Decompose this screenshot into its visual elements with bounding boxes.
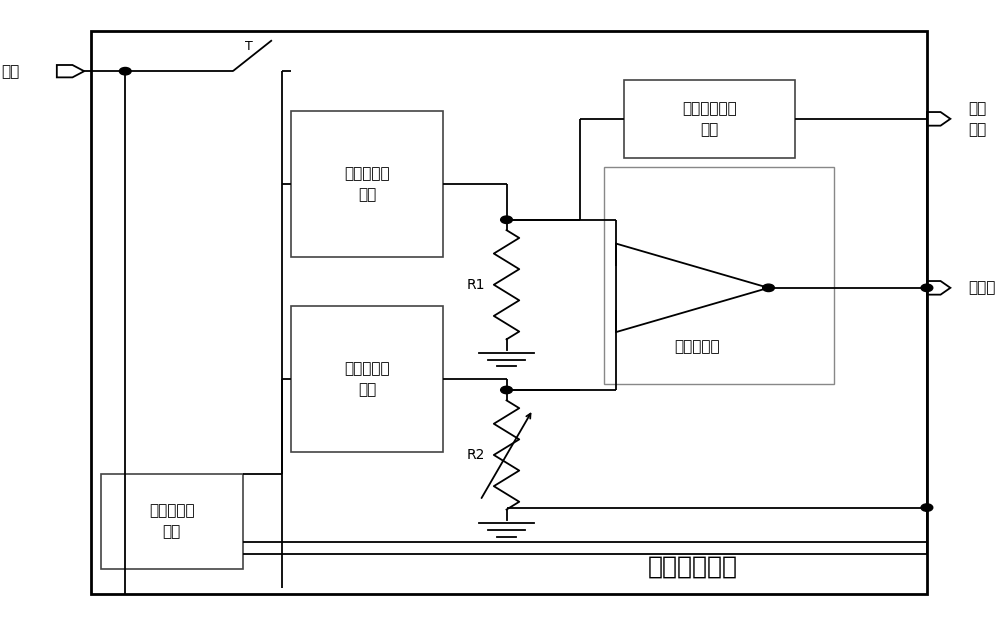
Bar: [101, 474, 243, 569]
Text: 正负温度判断
模块: 正负温度判断 模块: [682, 101, 737, 137]
Circle shape: [501, 386, 512, 394]
Text: 温度值: 温度值: [968, 280, 995, 295]
Bar: [291, 111, 443, 257]
Bar: [604, 167, 834, 384]
Bar: [624, 80, 795, 158]
Text: R1: R1: [467, 278, 485, 292]
Circle shape: [501, 216, 512, 223]
Text: 温度传感系统: 温度传感系统: [648, 555, 738, 579]
Circle shape: [119, 67, 131, 75]
Circle shape: [921, 284, 933, 292]
Text: 模数转换器: 模数转换器: [674, 339, 720, 354]
Text: R2: R2: [467, 448, 485, 462]
Text: T: T: [245, 40, 253, 53]
Bar: [291, 306, 443, 452]
Circle shape: [921, 504, 933, 511]
Text: 低频时钟产
生器: 低频时钟产 生器: [149, 503, 195, 540]
Circle shape: [763, 284, 774, 292]
Text: 电平
信号: 电平 信号: [968, 101, 986, 137]
Bar: [91, 31, 927, 594]
Text: 第二电流产
生器: 第二电流产 生器: [344, 361, 390, 397]
Text: 第一电流产
生器: 第一电流产 生器: [344, 166, 390, 202]
Text: 电源: 电源: [1, 64, 20, 79]
